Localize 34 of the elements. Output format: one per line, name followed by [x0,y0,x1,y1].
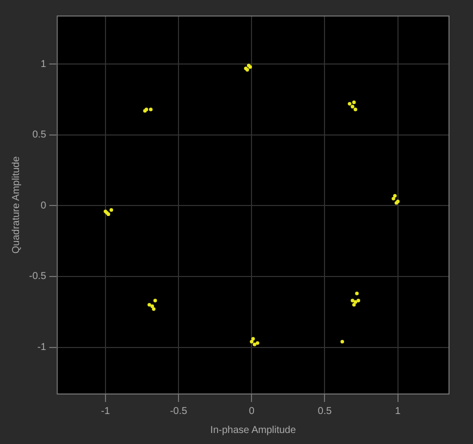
point [152,307,156,311]
point [393,194,397,198]
x-tick-label: 0 [248,406,255,417]
point [148,108,153,112]
point [352,100,356,104]
y-tick-label: -0.5 [28,271,47,282]
point [150,304,154,308]
point [110,208,114,212]
point [340,340,344,344]
point [354,300,358,304]
y-tick-label: 0 [40,200,47,212]
point [352,303,356,307]
point [256,341,260,345]
point [355,292,359,296]
point [350,298,354,302]
x-axis-title: In-phase Amplitude [210,424,296,436]
point [354,108,358,112]
x-tick-label: 1 [395,406,402,417]
point [250,340,254,344]
x-tick-label: 0.5 [318,406,332,417]
point [252,342,256,346]
y-tick-label: 1 [40,58,47,70]
y-axis-title: Quadrature Amplitude [10,156,22,254]
x-tick-label: -0.5 [170,406,188,417]
point [392,196,396,200]
point [356,298,360,302]
point [348,102,352,106]
point [251,336,255,341]
point [148,303,152,307]
point [350,104,354,108]
y-tick-label: -1 [37,342,47,354]
y-tick-label: 0.5 [32,130,47,141]
x-tick-label: -1 [101,406,110,417]
point [153,298,157,302]
